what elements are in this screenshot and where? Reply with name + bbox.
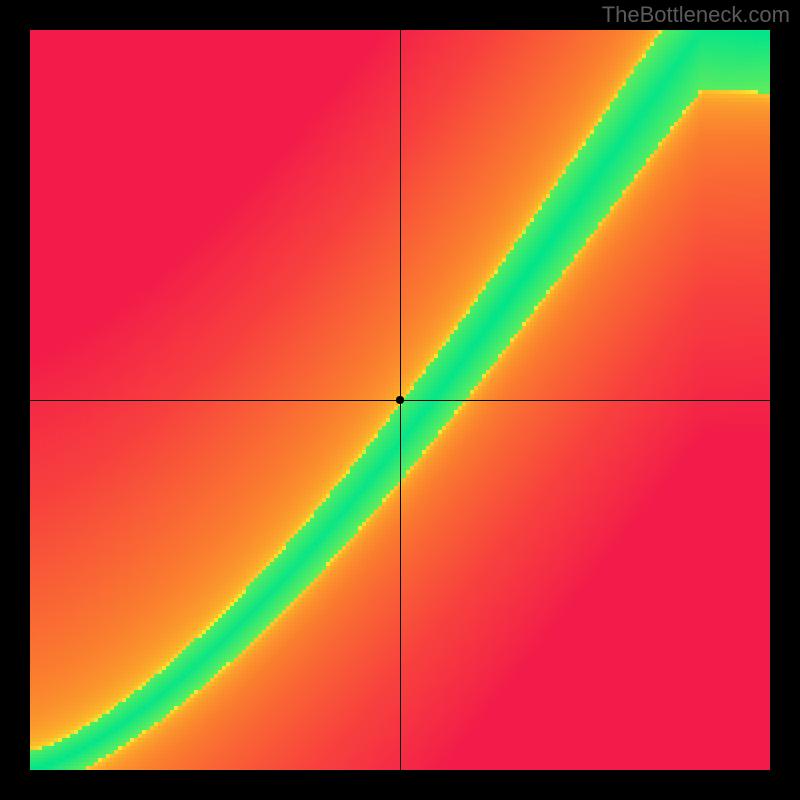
chart-container: TheBottleneck.com xyxy=(0,0,800,800)
heatmap-plot xyxy=(0,0,800,800)
watermark-text: TheBottleneck.com xyxy=(602,2,790,28)
